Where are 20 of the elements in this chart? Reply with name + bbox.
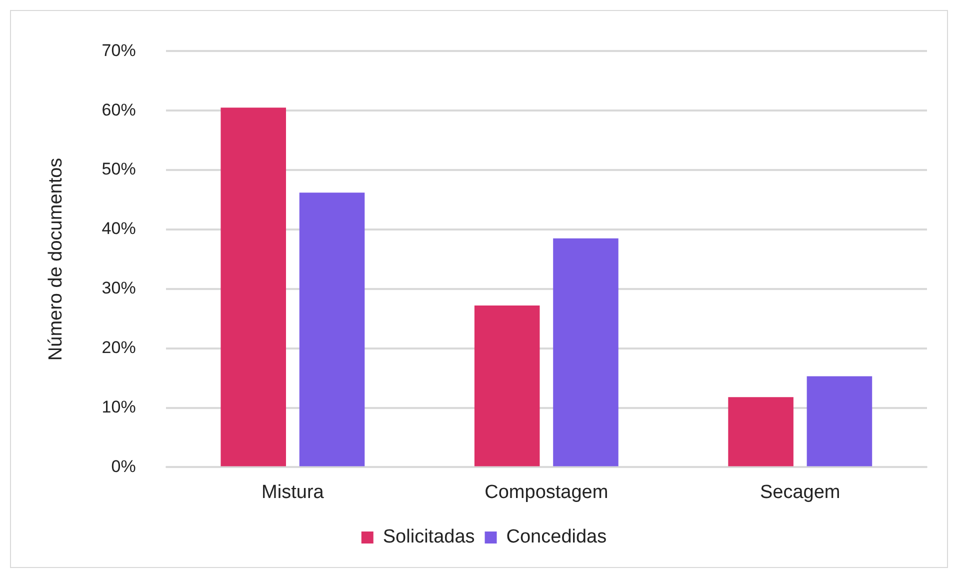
bar	[220, 108, 286, 466]
bar	[806, 376, 872, 466]
y-tick-label: 30%	[102, 278, 136, 298]
x-tick-label: Compostagem	[484, 482, 608, 503]
y-tick-label: 40%	[102, 219, 136, 238]
x-tick-label: Mistura	[262, 482, 324, 503]
y-tick-label: 60%	[102, 100, 136, 120]
bar	[728, 397, 794, 466]
bar	[474, 306, 540, 466]
legend-label: Solicitadas	[382, 526, 475, 548]
bar	[553, 238, 618, 466]
legend-label: Concedidas	[506, 526, 607, 548]
y-tick-label: 70%	[102, 40, 136, 60]
y-tick-label: 50%	[102, 160, 136, 179]
y-tick-label: 10%	[102, 397, 136, 416]
bar	[299, 192, 365, 466]
x-tick-label: Secagem	[760, 482, 840, 503]
y-tick-label: 0%	[111, 456, 136, 476]
y-tick-label: 20%	[102, 338, 136, 358]
y-axis-title: Número de documentos	[46, 158, 67, 361]
